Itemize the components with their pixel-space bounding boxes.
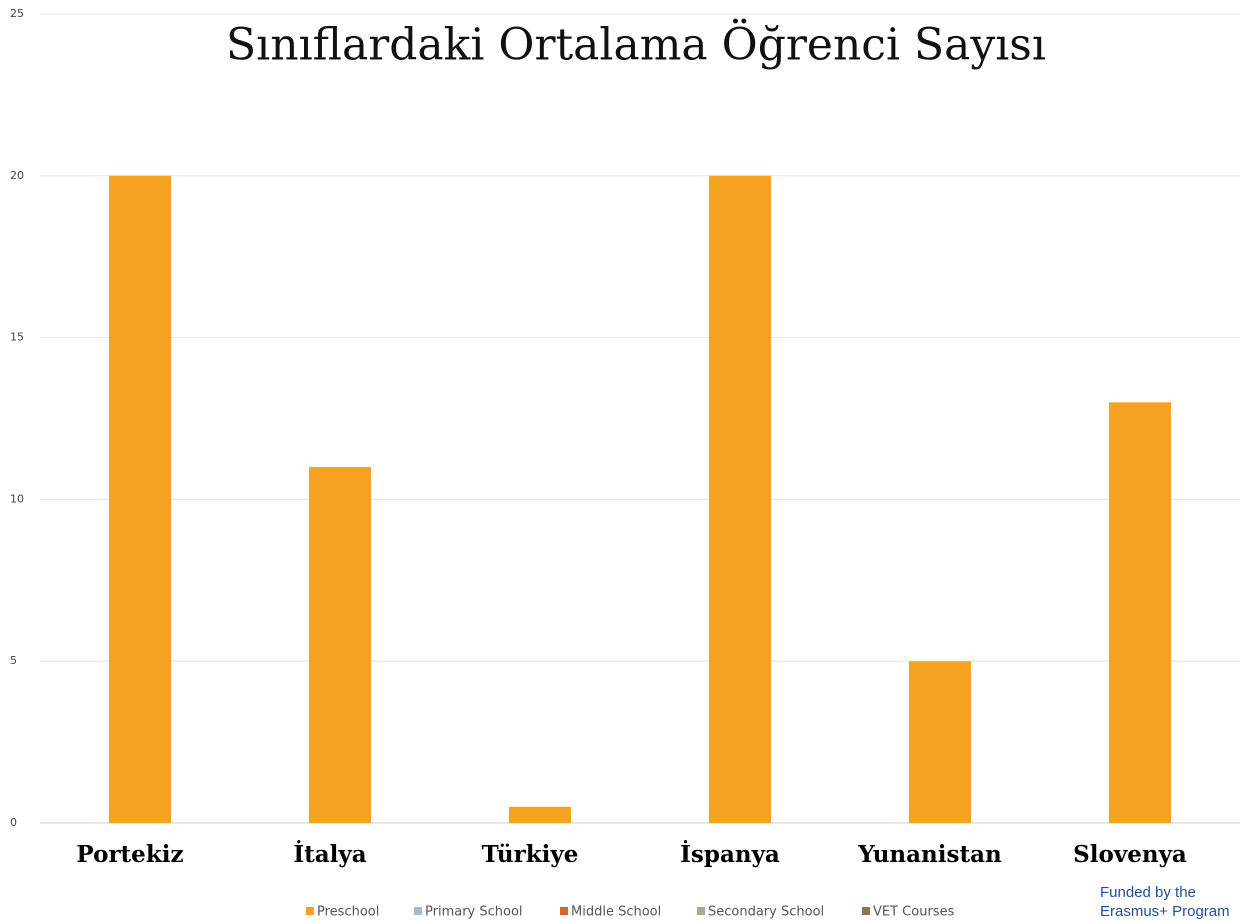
chart-title: Sınıflardaki Ortalama Öğrenci Sayısı bbox=[226, 18, 1046, 71]
bar bbox=[109, 175, 171, 824]
bar bbox=[909, 661, 971, 823]
y-tick-label: 0 bbox=[10, 816, 17, 829]
y-tick-label: 5 bbox=[10, 654, 17, 667]
legend-swatch bbox=[862, 907, 870, 915]
x-tick-label: Yunanistan bbox=[857, 841, 1002, 868]
y-tick-label: 15 bbox=[10, 331, 24, 344]
bar bbox=[509, 806, 571, 823]
bar bbox=[709, 175, 771, 824]
legend-label: Preschool bbox=[317, 905, 379, 920]
legend-swatch bbox=[560, 907, 568, 915]
legend-swatch bbox=[414, 907, 422, 915]
bar bbox=[1109, 402, 1171, 823]
x-tick-label: Portekiz bbox=[76, 841, 183, 868]
x-tick-label: Slovenya bbox=[1073, 841, 1187, 868]
x-tick-label: İspanya bbox=[680, 840, 780, 868]
legend-swatch bbox=[697, 907, 705, 915]
y-tick-label: 10 bbox=[10, 492, 24, 505]
y-tick-label: 25 bbox=[10, 7, 24, 20]
legend-swatch bbox=[306, 907, 314, 915]
legend-label: Primary School bbox=[425, 905, 523, 920]
x-tick-label: İtalya bbox=[293, 840, 366, 868]
x-tick-label: Türkiye bbox=[482, 841, 579, 868]
legend-label: Secondary School bbox=[708, 905, 824, 920]
legend-label: VET Courses bbox=[873, 905, 955, 920]
legend-label: Middle School bbox=[571, 905, 661, 920]
footer-text: Erasmus+ Program bbox=[1100, 903, 1230, 920]
y-tick-label: 20 bbox=[10, 169, 24, 182]
footer-text: Funded by the bbox=[1100, 884, 1196, 901]
bar bbox=[309, 467, 371, 823]
